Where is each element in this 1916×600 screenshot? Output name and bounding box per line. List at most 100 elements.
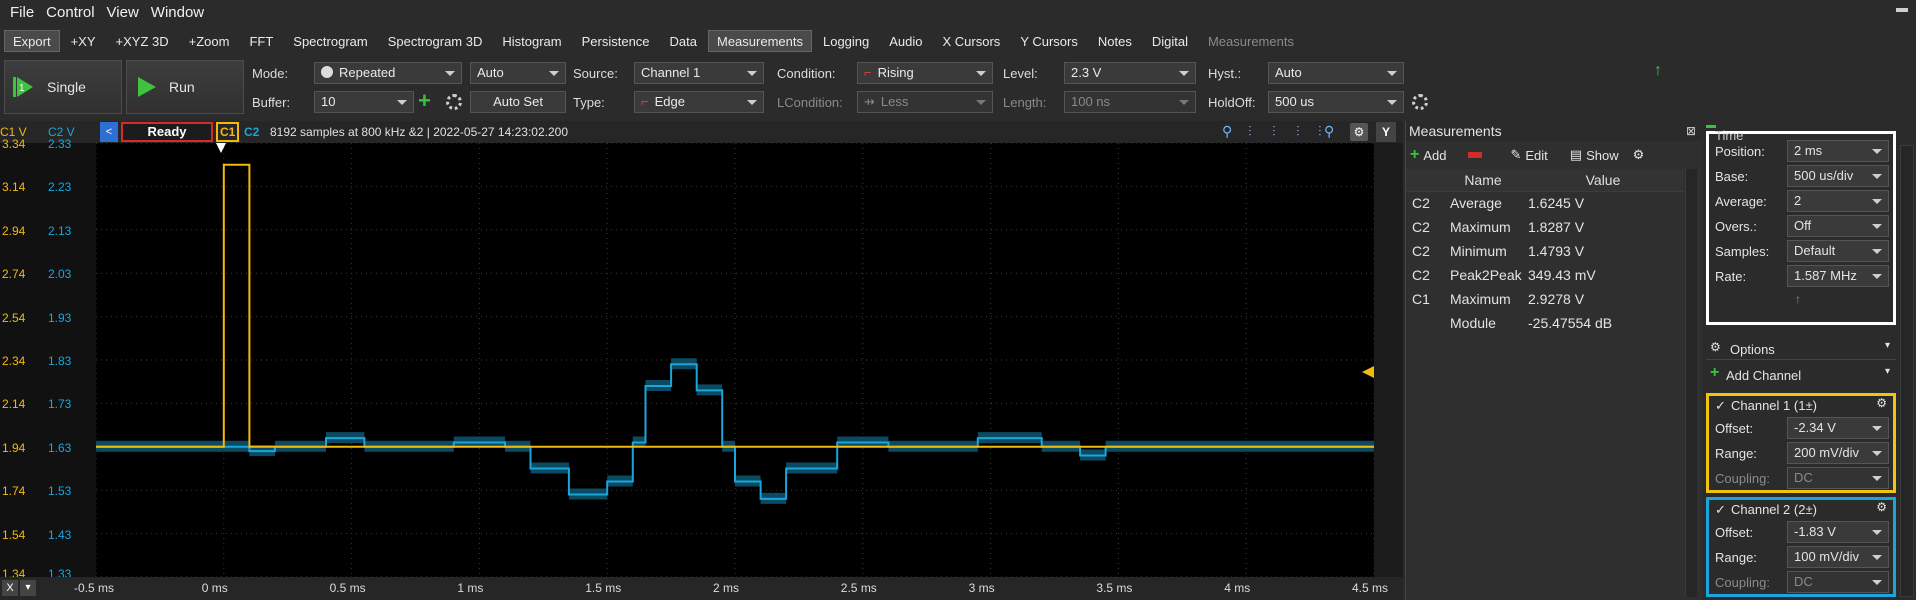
add-buffer-icon[interactable]: + — [418, 88, 431, 113]
logging-tab[interactable]: Logging — [822, 34, 870, 49]
menu-view[interactable]: View — [106, 4, 139, 21]
gear-icon[interactable]: ⚙ — [1350, 123, 1368, 141]
spectrogram3d-tab[interactable]: Spectrogram 3D — [387, 34, 483, 49]
digital-tab[interactable]: Digital — [1151, 34, 1188, 49]
measurements-tab[interactable]: Measurements — [708, 30, 812, 52]
persistence-tab[interactable]: Persistence — [581, 34, 650, 49]
single-button[interactable]: 1 Single — [4, 60, 122, 114]
align-left-icon[interactable]: ⫶ — [1248, 123, 1252, 139]
ch2-range-select[interactable]: 100 mV/div — [1787, 546, 1889, 568]
table-row[interactable]: C2 Minimum 1.4793 V — [1406, 239, 1684, 263]
col-value[interactable]: Value — [1522, 169, 1684, 192]
audio-tab[interactable]: Audio — [889, 34, 923, 49]
export-button[interactable]: Export — [4, 30, 60, 52]
auto-set-button[interactable]: Auto Set — [470, 91, 566, 113]
c2-tag[interactable]: C2 — [244, 125, 260, 139]
gear-icon[interactable] — [446, 94, 462, 110]
scope-plot[interactable] — [96, 143, 1374, 577]
align-bottom-icon[interactable]: ⫶ — [1318, 123, 1322, 139]
rate-select[interactable]: 1.587 MHz — [1787, 265, 1889, 287]
close-icon[interactable]: ⊠ — [1685, 124, 1696, 138]
menu-file[interactable]: File — [10, 4, 35, 21]
check-icon[interactable]: ✓ — [1715, 502, 1726, 517]
ch1-range-select[interactable]: 200 mV/div — [1787, 442, 1889, 464]
table-row[interactable]: C2 Maximum 1.8287 V — [1406, 215, 1684, 239]
options-header[interactable]: ⚙ Options ▾ — [1706, 338, 1896, 360]
type-select[interactable]: ⌐ Edge — [634, 91, 764, 113]
up-arrow-icon[interactable]: ↑ — [1795, 292, 1801, 306]
close-icon[interactable]: X — [2, 580, 18, 596]
data-tab[interactable]: Data — [669, 34, 697, 49]
level-input[interactable]: 2.3 V — [1064, 62, 1196, 84]
x-tick-label: 1 ms — [457, 581, 484, 595]
add-channel-button[interactable]: + Add Channel ▾ — [1706, 364, 1896, 386]
chevron-down-icon[interactable]: ▾ — [20, 580, 36, 596]
run-button[interactable]: Run — [126, 60, 244, 114]
plot-grid — [96, 143, 1374, 577]
average-select[interactable]: 2 — [1787, 190, 1889, 212]
menu-window[interactable]: Window — [150, 4, 205, 21]
edit-icon[interactable]: ✎ — [1510, 147, 1522, 162]
align-right-icon[interactable]: ⫶ — [1296, 123, 1300, 139]
ch1-offset-input[interactable]: -2.34 V — [1787, 417, 1889, 439]
y-tick-label-c1: 2.54 — [2, 310, 26, 325]
length-input[interactable]: 100 ns — [1064, 91, 1196, 113]
source-select[interactable]: Channel 1 — [634, 62, 764, 84]
mode-select[interactable]: Repeated — [314, 62, 462, 84]
add-xy-button[interactable]: +XY — [70, 34, 96, 49]
y-axis-toggle[interactable]: Y — [1376, 122, 1396, 142]
gear-icon[interactable]: ⚙ — [1876, 500, 1887, 514]
ch2-offset-input[interactable]: -1.83 V — [1787, 521, 1889, 543]
zoom-icon[interactable]: ⚲ — [1222, 123, 1233, 139]
table-row[interactable]: C1 Maximum 2.9278 V — [1406, 287, 1684, 311]
align-center-icon[interactable]: ⫶ — [1272, 123, 1276, 139]
gear-icon[interactable]: ⚙ — [1876, 396, 1887, 410]
edit-button[interactable]: Edit — [1525, 147, 1548, 163]
minimize-icon[interactable] — [1896, 8, 1908, 12]
y-cursors-tab[interactable]: Y Cursors — [1020, 34, 1078, 49]
panel-scrollbar[interactable] — [1900, 145, 1914, 597]
mode-auto-select[interactable]: Auto — [470, 62, 566, 84]
search-icon[interactable]: ⚲ — [1324, 123, 1335, 139]
hyst-select[interactable]: Auto — [1268, 62, 1404, 84]
spectrogram-tab[interactable]: Spectrogram — [293, 34, 368, 49]
row-channel: C2 — [1412, 195, 1430, 212]
col-name[interactable]: Name — [1444, 169, 1522, 192]
collapse-icon[interactable] — [1706, 125, 1716, 128]
buffer-input[interactable]: 10 — [314, 91, 414, 113]
ch2-coupling-select[interactable]: DC — [1787, 571, 1889, 593]
add-measurement-button[interactable]: Add — [1423, 147, 1447, 163]
position-input[interactable]: 2 ms — [1787, 140, 1889, 162]
gear-icon[interactable] — [1412, 94, 1428, 110]
add-icon[interactable]: + — [1410, 146, 1420, 163]
up-arrow-icon[interactable]: ↑ — [1654, 62, 1662, 79]
notes-tab[interactable]: Notes — [1097, 34, 1132, 49]
table-scrollbar[interactable] — [1685, 169, 1697, 597]
add-zoom-button[interactable]: +Zoom — [188, 34, 230, 49]
y-tick-label-c1: 3.14 — [2, 180, 26, 195]
check-icon[interactable]: ✓ — [1715, 398, 1726, 413]
menu-control[interactable]: Control — [46, 4, 95, 21]
samples-select[interactable]: Default — [1787, 240, 1889, 262]
base-select[interactable]: 500 us/div — [1787, 165, 1889, 187]
c1-tag[interactable]: C1 — [216, 122, 240, 142]
show-button[interactable]: Show — [1586, 147, 1619, 163]
measurements-tab-dim[interactable]: Measurements — [1207, 34, 1294, 49]
fft-tab[interactable]: FFT — [249, 34, 274, 49]
ch1-coupling-select[interactable]: DC — [1787, 467, 1889, 489]
row-value: 1.6245 V — [1528, 195, 1585, 212]
x-cursors-tab[interactable]: X Cursors — [942, 34, 1001, 49]
holdoff-input[interactable]: 500 us — [1268, 91, 1404, 113]
show-icon[interactable]: ▤ — [1569, 147, 1583, 162]
remove-icon[interactable] — [1468, 152, 1483, 158]
condition-select[interactable]: ⌐ Rising — [857, 62, 993, 84]
back-arrow-icon[interactable]: < — [100, 122, 118, 142]
table-row[interactable]: Module -25.47554 dB — [1406, 311, 1684, 335]
add-xyz3d-button[interactable]: +XYZ 3D — [115, 34, 169, 49]
table-row[interactable]: C2 Peak2Peak 349.43 mV — [1406, 263, 1684, 287]
histogram-tab[interactable]: Histogram — [502, 34, 562, 49]
lcondition-select[interactable]: ⇸ Less — [857, 91, 993, 113]
gear-icon[interactable]: ⚙ — [1632, 147, 1645, 162]
overs-select[interactable]: Off — [1787, 215, 1889, 237]
table-row[interactable]: C2 Average 1.6245 V — [1406, 191, 1684, 215]
